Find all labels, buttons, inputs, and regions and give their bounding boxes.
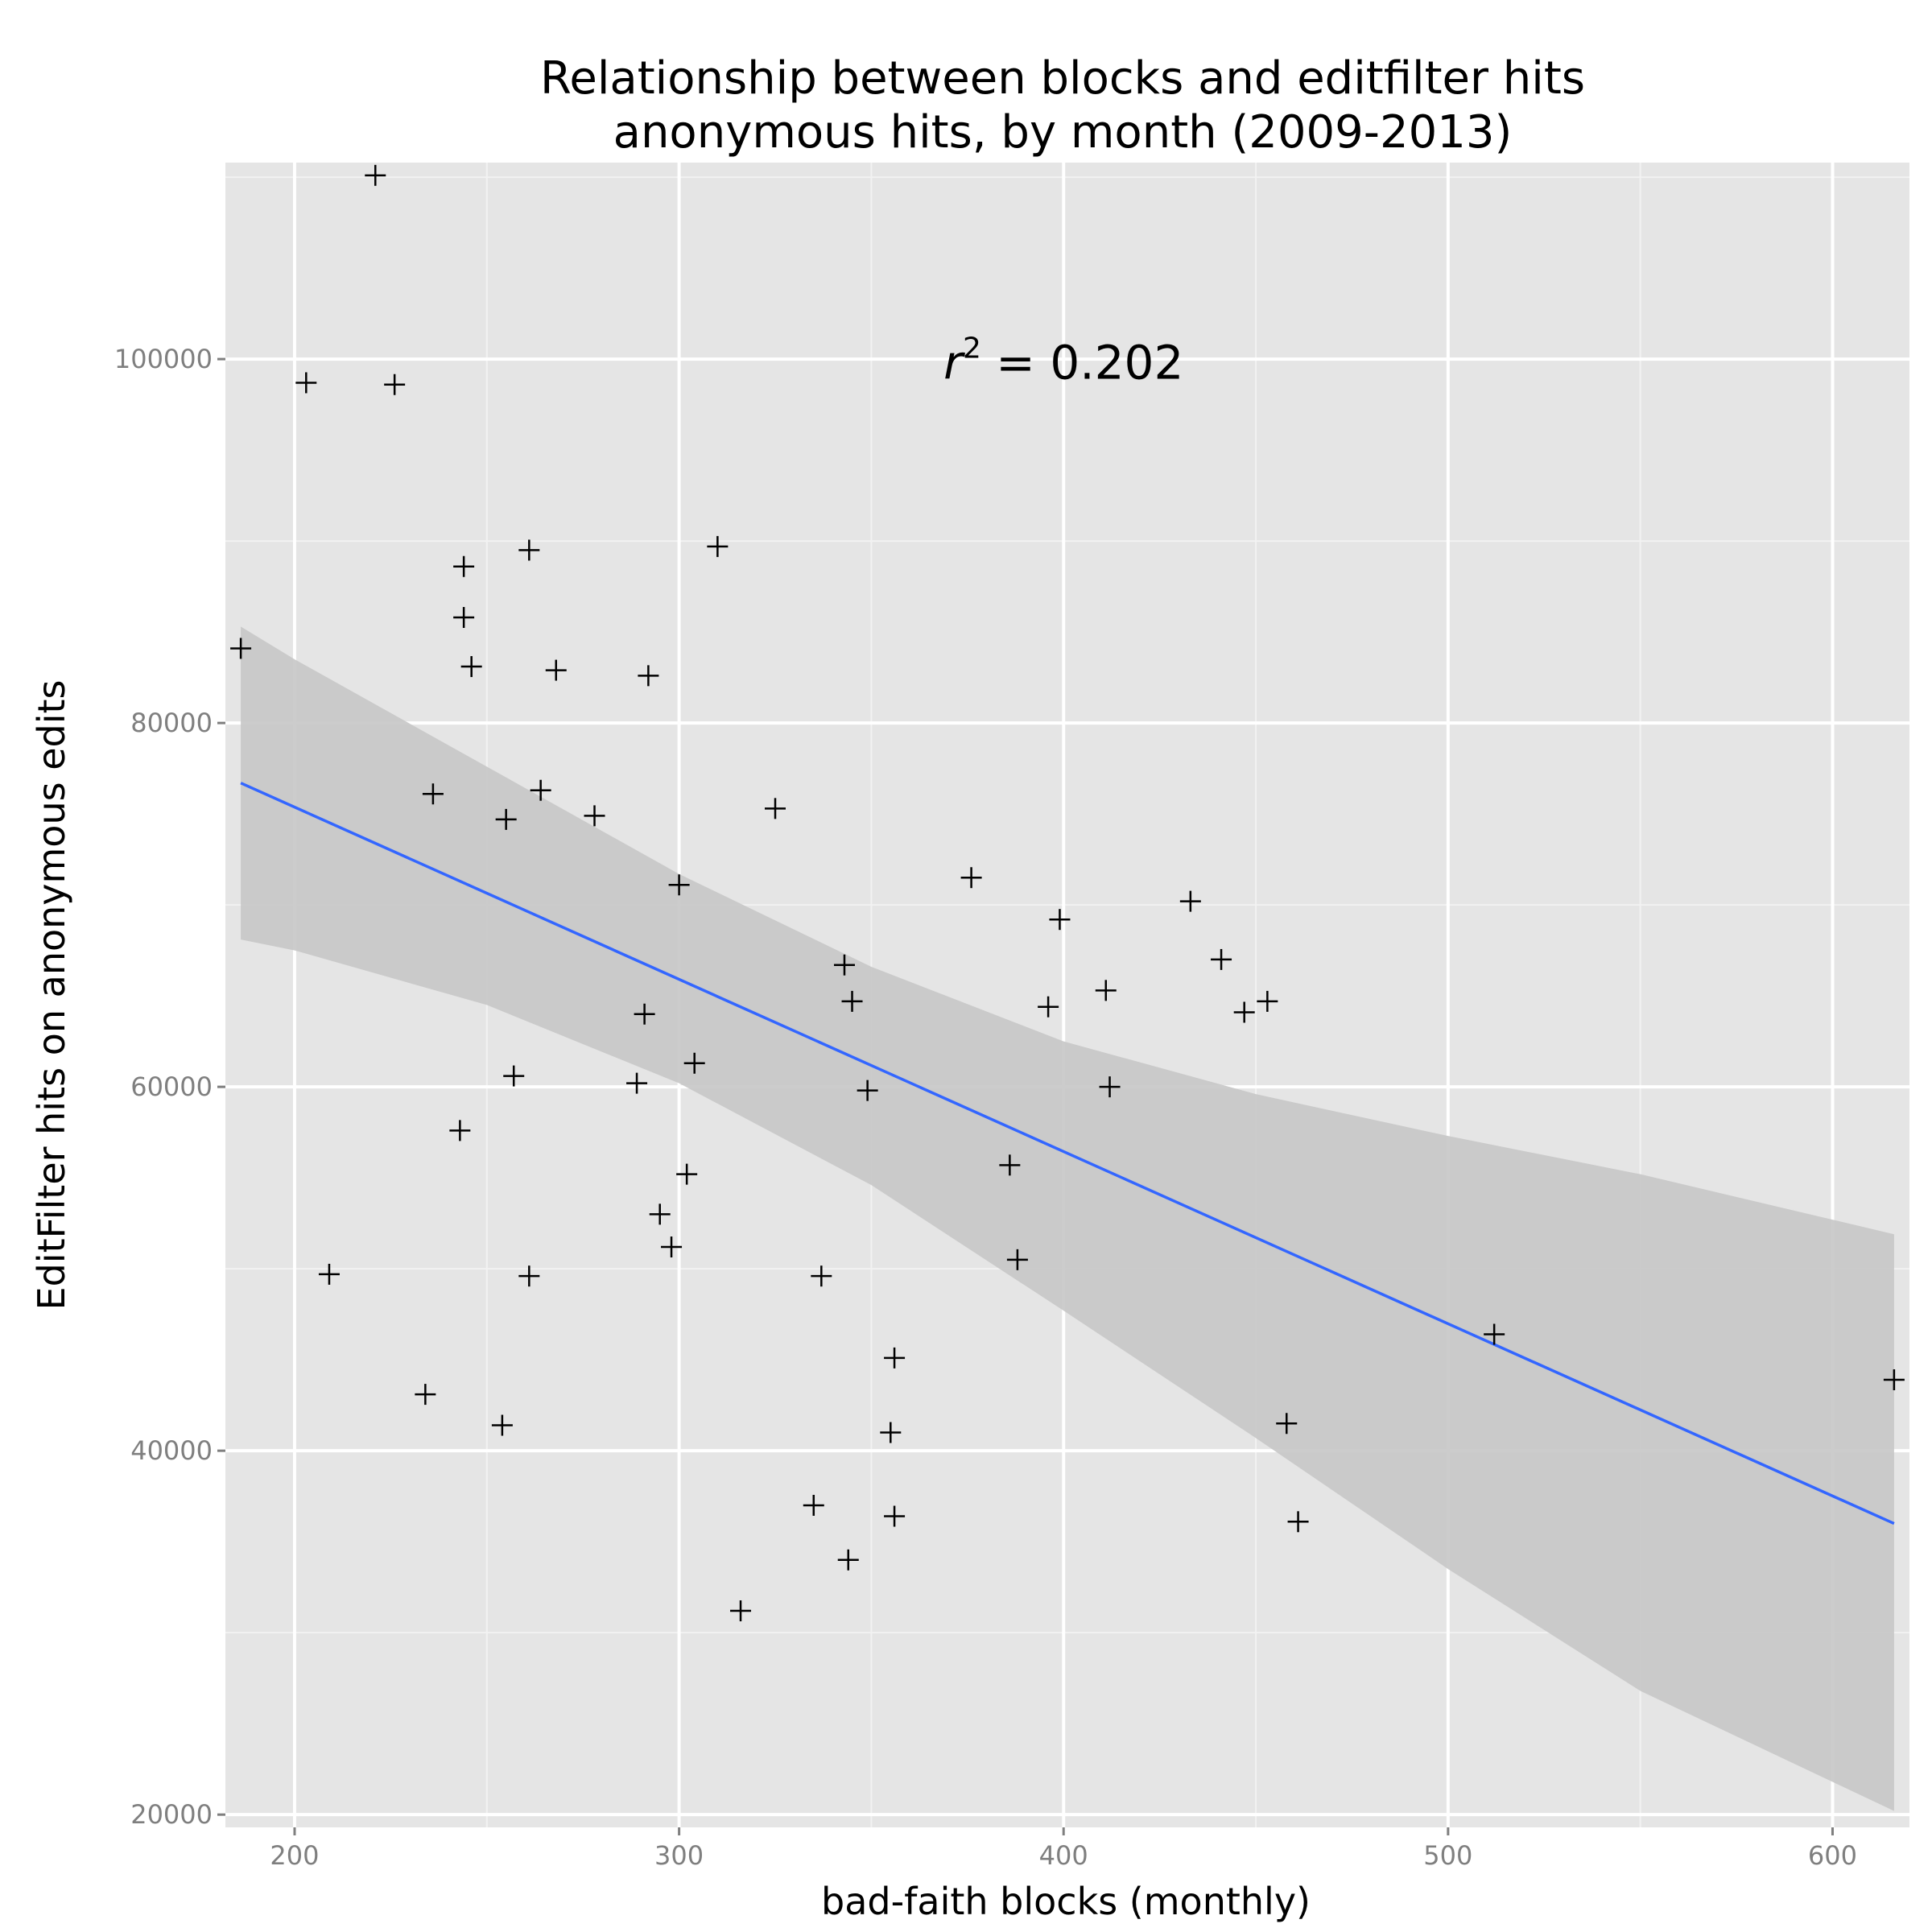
r-symbol: r <box>943 336 965 390</box>
data-point <box>460 656 482 678</box>
data-point <box>638 665 659 687</box>
data-point <box>1095 980 1117 1001</box>
data-point <box>1099 1076 1121 1098</box>
x-tick-label: 300 <box>654 1840 704 1871</box>
data-point <box>449 1120 471 1141</box>
data-point <box>837 1549 859 1571</box>
data-point <box>230 638 252 659</box>
data-point <box>503 1065 525 1087</box>
data-point <box>453 555 475 577</box>
data-point <box>1006 1249 1028 1270</box>
data-point <box>1276 1413 1298 1435</box>
data-point <box>676 1163 698 1185</box>
data-point <box>1484 1323 1505 1345</box>
data-point <box>803 1494 824 1516</box>
data-point <box>584 805 605 827</box>
data-point <box>1287 1511 1309 1533</box>
y-tick-label: 40000 <box>130 1435 213 1466</box>
data-point <box>518 1265 540 1287</box>
y-tick-label: 80000 <box>130 708 213 738</box>
data-point <box>518 539 540 561</box>
data-point <box>491 1414 513 1436</box>
y-axis-title: EditFilter hits on anonymous edits <box>30 680 73 1311</box>
x-tick-label: 400 <box>1039 1840 1088 1871</box>
data-point <box>880 1422 902 1443</box>
data-point <box>884 1347 906 1368</box>
data-point <box>1038 996 1059 1018</box>
data-point <box>1179 890 1201 912</box>
data-point <box>857 1080 878 1101</box>
data-point <box>683 1052 705 1074</box>
fit-line-layer <box>240 782 1895 1525</box>
data-point <box>318 1263 340 1285</box>
data-point <box>365 164 386 186</box>
data-point <box>1211 948 1232 970</box>
data-point <box>453 607 475 629</box>
data-point <box>999 1154 1021 1176</box>
data-point <box>730 1600 752 1622</box>
data-point <box>668 874 690 896</box>
data-point <box>415 1384 436 1406</box>
regression-line <box>240 782 1895 1525</box>
data-point <box>495 808 517 830</box>
x-tick-label: 200 <box>270 1840 319 1871</box>
data-point <box>530 779 551 801</box>
r-squared-annotation: r2 = 0.202 <box>943 332 1183 390</box>
confidence-band <box>241 626 1894 1811</box>
x-tick-label: 500 <box>1423 1840 1472 1871</box>
chart-title-line-1: Relationship between blocks and editfilt… <box>540 52 1585 105</box>
data-point <box>1233 1001 1255 1023</box>
y-axis-ticks: 20000 40000 60000 80000 100000 <box>114 344 225 1830</box>
data-point <box>765 798 786 819</box>
x-axis-title: bad-faith blocks (monthly) <box>821 1880 1311 1923</box>
y-tick-label: 20000 <box>130 1799 213 1830</box>
data-point <box>634 1003 655 1025</box>
data-point <box>545 659 567 681</box>
data-point <box>833 954 855 976</box>
y-tick-label: 100000 <box>114 344 213 374</box>
data-point <box>295 372 317 394</box>
data-point <box>960 867 982 889</box>
data-point <box>841 990 863 1012</box>
x-tick-label: 600 <box>1808 1840 1857 1871</box>
data-point <box>1049 909 1071 931</box>
data-point <box>384 374 406 395</box>
confidence-band-layer <box>241 626 1894 1811</box>
data-point <box>649 1203 671 1225</box>
data-point <box>811 1265 832 1287</box>
data-point <box>1883 1369 1905 1391</box>
data-point <box>422 783 444 805</box>
data-point <box>1257 990 1278 1012</box>
data-point <box>626 1072 648 1094</box>
y-tick-label: 60000 <box>130 1071 213 1102</box>
r-squared-value: = 0.202 <box>981 336 1184 390</box>
chart-title-line-2: anonymous hits, by month (2009-2013) <box>613 106 1513 159</box>
r-exponent: 2 <box>963 332 981 365</box>
data-point <box>661 1236 683 1258</box>
points-layer <box>230 164 1905 1622</box>
data-point <box>884 1505 906 1527</box>
x-axis-ticks: 200 300 400 500 600 <box>270 1827 1857 1871</box>
data-point <box>707 535 729 557</box>
